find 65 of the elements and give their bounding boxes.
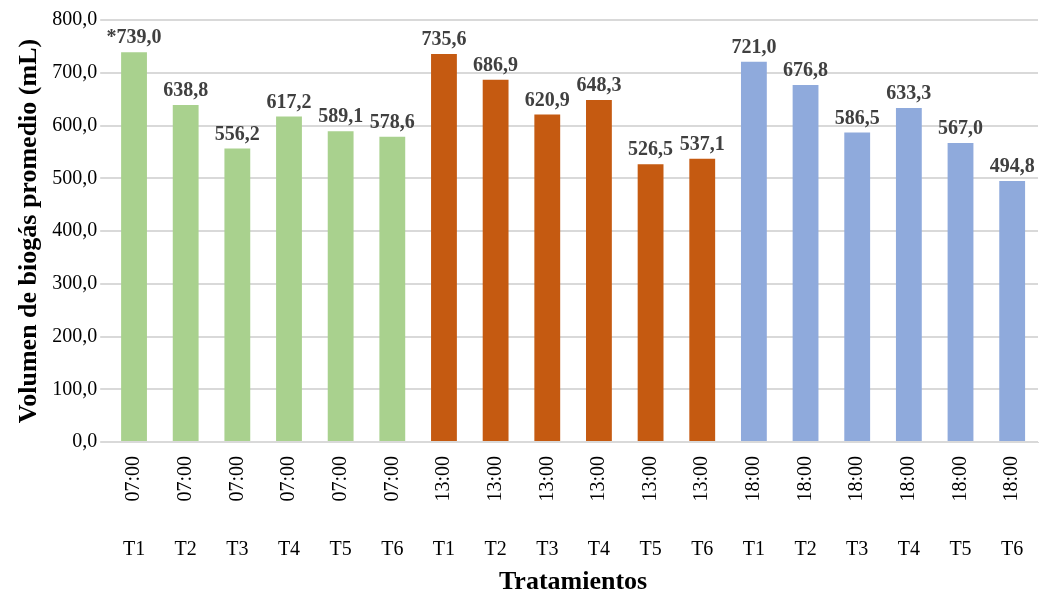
- data-label: 526,5: [628, 137, 674, 160]
- data-label: 648,3: [576, 73, 622, 96]
- category-label: 07:00 T1: [121, 456, 146, 560]
- category-label: 18:00 T1: [741, 456, 765, 560]
- y-tick-label: 400,0: [52, 218, 98, 241]
- data-label: 735,6: [421, 27, 467, 50]
- data-label: 586,5: [834, 105, 880, 128]
- category-label: 18:00 T3: [844, 456, 869, 560]
- category-label: 18:00 T5: [947, 456, 972, 560]
- y-tick-label: 700,0: [52, 60, 98, 82]
- y-tick-label: 0,0: [72, 429, 98, 452]
- y-tick-label: 800,0: [52, 7, 98, 30]
- bar: [172, 105, 199, 441]
- bar: [327, 131, 354, 441]
- category-label: 07:00 T2: [172, 456, 197, 560]
- data-label: 676,8: [783, 58, 829, 81]
- bar: [121, 52, 147, 441]
- bar: [482, 79, 509, 441]
- y-tick-label: 100,0: [52, 376, 98, 399]
- data-label: 686,9: [473, 52, 519, 75]
- data-label: 494,8: [989, 154, 1035, 177]
- category-label: 18:00 T4: [896, 456, 920, 560]
- bar: [379, 136, 406, 441]
- bar: [224, 148, 251, 441]
- data-label: 578,6: [369, 109, 415, 132]
- category-label: 13:00 T4: [586, 456, 611, 560]
- data-label: 617,2: [266, 89, 312, 112]
- bar: [689, 158, 716, 441]
- bar: [431, 53, 457, 441]
- category-label: 07:00 T6: [379, 456, 404, 560]
- bar: [534, 114, 561, 441]
- category-label: 07:00 T5: [327, 456, 352, 560]
- category-label: 13:00 T3: [534, 456, 559, 560]
- y-axis-title: Volumen de biogás promedio (mL): [13, 38, 43, 424]
- y-tick-label: 300,0: [52, 271, 98, 293]
- bar: [740, 61, 767, 441]
- category-label: 13:00 T6: [689, 456, 714, 560]
- bar: [792, 84, 819, 441]
- data-label: 620,9: [524, 87, 570, 110]
- data-label: 721,0: [731, 34, 777, 57]
- data-label: 638,8: [163, 78, 209, 101]
- y-tick-label: 200,0: [52, 323, 98, 346]
- category-label: 13:00 T1: [431, 456, 456, 560]
- data-label: *739,0: [106, 25, 162, 48]
- data-label: 567,0: [938, 116, 984, 139]
- bar: [999, 180, 1026, 441]
- bar: [586, 100, 612, 441]
- y-tick-label: 500,0: [52, 165, 98, 188]
- category-label: 07:00 T3: [224, 456, 249, 560]
- data-label: 589,1: [318, 104, 364, 127]
- y-tick-label: 600,0: [52, 112, 98, 135]
- data-label: 556,2: [214, 121, 260, 144]
- bar: [637, 164, 664, 441]
- bar: [844, 132, 871, 441]
- category-label: 13:00 T5: [637, 456, 662, 560]
- bar: [276, 116, 302, 441]
- category-label: 18:00 T2: [792, 456, 817, 560]
- bar: [947, 142, 974, 441]
- data-label: 537,1: [679, 131, 725, 154]
- bar: [895, 107, 922, 441]
- category-label: 18:00 T6: [999, 456, 1024, 560]
- category-label: 13:00 T2: [482, 456, 507, 560]
- category-label: 07:00 T4: [276, 456, 301, 560]
- data-label: 633,3: [886, 81, 932, 104]
- x-axis-title: Tratamientos: [498, 566, 648, 596]
